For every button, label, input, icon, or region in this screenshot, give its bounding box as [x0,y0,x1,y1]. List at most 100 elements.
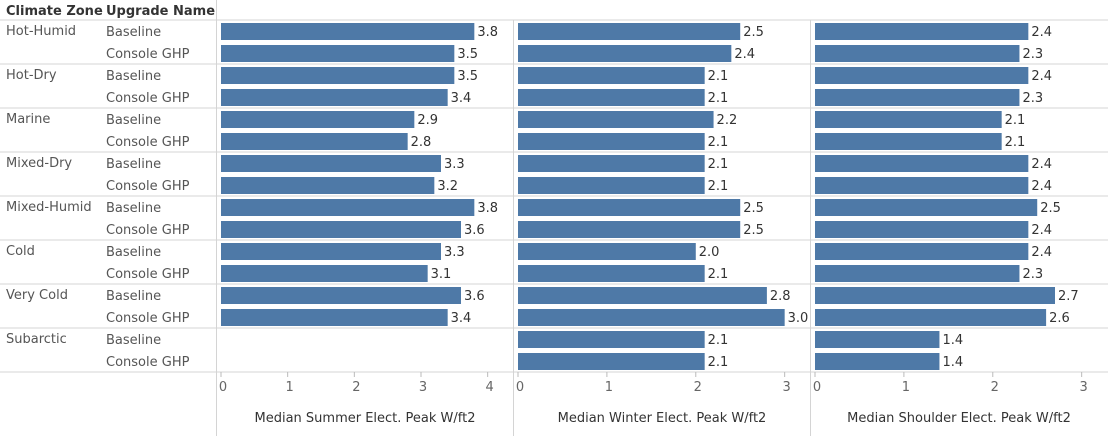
bar-value-label: 3.4 [451,311,472,326]
bar [815,89,1020,106]
bar [815,221,1029,238]
upgrade-label: Console GHP [106,179,190,194]
x-axis-title: Median Summer Elect. Peak W/ft2 [255,411,476,426]
bar-value-label: 3.5 [457,69,478,84]
bar-value-label: 2.8 [411,135,432,150]
bar-value-label: 2.1 [708,135,729,150]
bar-value-label: 2.7 [1058,289,1079,304]
bar [221,221,461,238]
bar [221,155,441,172]
bar [221,243,441,260]
bar [221,199,475,216]
bar-value-label: 3.3 [444,245,465,260]
bar-value-label: 2.5 [743,223,764,238]
bar-value-label: 3.4 [451,91,472,106]
upgrade-label: Console GHP [106,311,190,326]
bar-value-label: 1.4 [942,355,963,370]
bar [518,23,741,40]
bar-value-label: 2.1 [708,157,729,172]
bar-value-label: 2.3 [1022,47,1043,62]
upgrade-label: Console GHP [106,91,190,106]
bar [221,177,435,194]
tick-label: 2 [991,380,999,395]
bar-value-label: 2.4 [1031,69,1052,84]
bar-value-label: 2.0 [699,245,720,260]
bar [221,23,475,40]
x-axis-title: Median Winter Elect. Peak W/ft2 [558,411,767,426]
upgrade-label: Baseline [106,157,161,172]
bar [221,67,455,84]
bar [815,177,1029,194]
tick-label: 3 [783,380,791,395]
bar-value-label: 2.4 [1031,179,1052,194]
bar [815,111,1002,128]
tick-label: 1 [605,380,613,395]
bar [518,155,705,172]
bar-value-label: 2.1 [708,91,729,106]
bar [518,111,714,128]
bar-value-label: 2.6 [1049,311,1070,326]
bar [815,287,1055,304]
tick-label: 0 [516,380,524,395]
zone-label: Hot-Humid [6,24,76,39]
bar [815,353,940,370]
bar-value-label: 2.9 [417,113,438,128]
bar-value-label: 2.4 [1031,157,1052,172]
upgrade-label: Console GHP [106,267,190,282]
bar [221,89,448,106]
bar [815,199,1038,216]
bar [815,331,940,348]
row-labels: Hot-Humid Baseline Console GHP Hot-Dry Basel… [6,24,190,370]
upgrade-label: Baseline [106,113,161,128]
bar [518,221,741,238]
header-climate-zone: Climate Zone [6,4,103,19]
upgrade-label: Console GHP [106,355,190,370]
bar [815,309,1047,326]
tick-label: 3 [1080,380,1088,395]
upgrade-label: Baseline [106,333,161,348]
bar [221,309,448,326]
bar [518,45,732,62]
tick-label: 0 [813,380,821,395]
bar [518,199,741,216]
x-axis-title: Median Shoulder Elect. Peak W/ft2 [847,411,1071,426]
bar [221,45,455,62]
bar-value-label: 2.3 [1022,91,1043,106]
bar [518,89,705,106]
bar [815,23,1029,40]
x-axes: 0 1 2 3 4 Median Summer Elect. Peak W/ft2 0 1 2 3… [219,372,1088,426]
bar-value-label: 2.1 [708,179,729,194]
tick-label: 1 [902,380,910,395]
bar [221,287,461,304]
bar [221,265,428,282]
zone-label: Very Cold [6,288,68,303]
tick-label: 2 [352,380,360,395]
bar [518,309,785,326]
tick-label: 0 [219,380,227,395]
bar-value-label: 2.4 [1031,25,1052,40]
bar [518,133,705,150]
bar [518,265,705,282]
tick-label: 4 [486,380,494,395]
bar [815,155,1029,172]
bar [518,177,705,194]
bar-value-label: 3.6 [464,289,485,304]
bar-value-label: 2.4 [1031,223,1052,238]
bar-value-label: 2.1 [708,355,729,370]
upgrade-label: Baseline [106,25,161,40]
upgrade-label: Console GHP [106,223,190,238]
bar-value-label: 2.3 [1022,267,1043,282]
bar-value-label: 3.5 [457,47,478,62]
bars: 3.8 3.5 3.5 3.4 2.9 2.8 3.3 3.2 3.8 3.6 3.3 3.1 3.6 3… [221,23,1079,370]
bar-value-label: 3.8 [477,25,498,40]
bar-value-label: 2.4 [1031,245,1052,260]
zone-label: Mixed-Dry [6,156,72,171]
bar-value-label: 3.8 [477,201,498,216]
bar-value-label: 3.2 [437,179,458,194]
bar-value-label: 2.2 [717,113,738,128]
bar-value-label: 2.5 [743,201,764,216]
zone-label: Mixed-Humid [6,200,92,215]
bar-value-label: 3.1 [431,267,452,282]
